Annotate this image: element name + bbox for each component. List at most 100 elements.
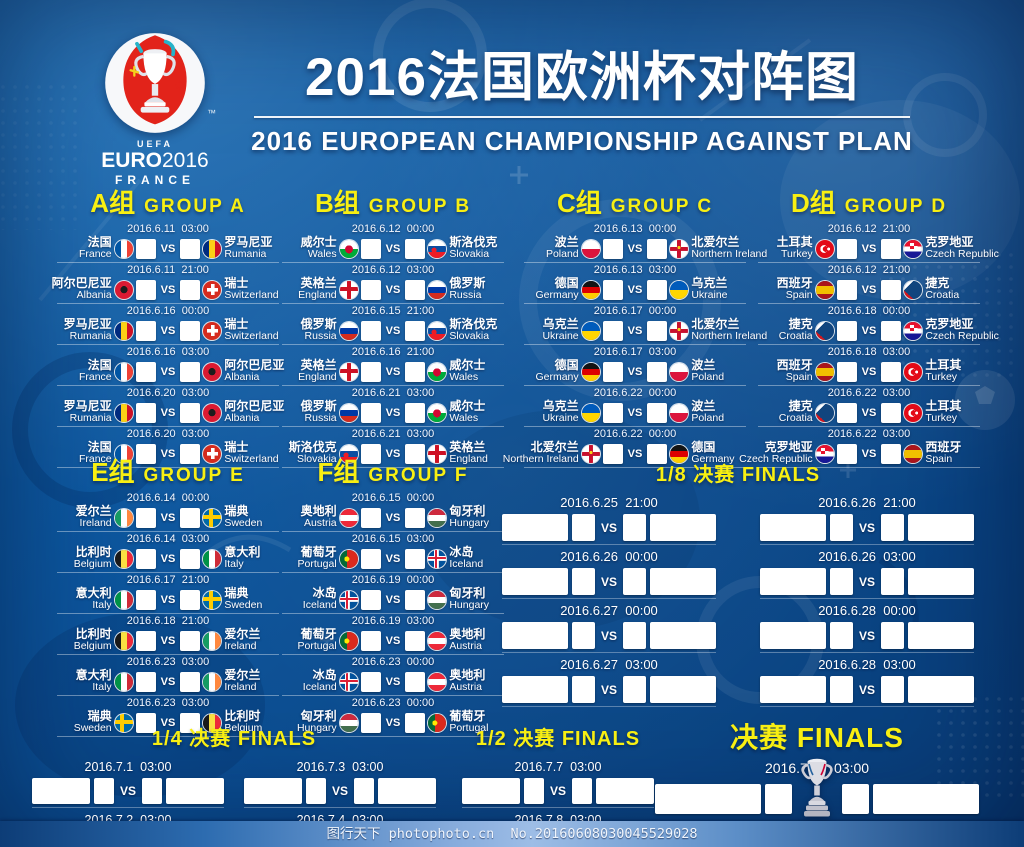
away-team-name-en: Slovakia — [449, 248, 490, 261]
away-score-box — [180, 548, 201, 569]
away-team-flag-icon — [670, 444, 689, 463]
vs-label: VS — [861, 365, 877, 378]
match-datetime: 2016.6.14 00:00 — [126, 492, 210, 504]
group-title-zh: F组 — [317, 457, 360, 487]
home-team-name-en: Rumania — [69, 412, 112, 425]
home-team-name-zh: 意大利 — [75, 586, 112, 601]
match-row: 2016.6.13 03:00 德国 Germany VS 乌克兰 Ukrain… — [524, 264, 746, 304]
away-team-name: 克罗地亚 Czech Republic — [925, 236, 999, 261]
away-team-flag-icon — [203, 321, 222, 340]
home-team-name-en: Germany — [535, 371, 579, 384]
away-team-name: 土耳其 Turkey — [925, 400, 981, 424]
home-team-name-en: Croatia — [778, 412, 813, 425]
home-team-name: 波兰 Poland — [523, 236, 579, 260]
away-team-name: 威尔士 Wales — [449, 359, 505, 383]
vs-label: VS — [160, 324, 176, 337]
away-team-name-zh: 斯洛伐克 — [449, 317, 498, 332]
match-row: 2016.6.22 03:00 克罗地亚 Czech Republic VS 西… — [739, 428, 980, 468]
match-teams: 英格兰 England VS 威尔士 Wales — [282, 359, 505, 383]
away-team-name-zh: 瑞士 — [224, 276, 249, 291]
home-team-name: 捷克 Croatia — [757, 318, 813, 342]
match-datetime: 2016.6.22 03:00 — [827, 428, 911, 440]
home-team-slot — [760, 622, 826, 649]
away-team-name: 葡萄牙 Portugal — [449, 710, 505, 734]
vs-label: VS — [861, 447, 877, 460]
home-team-name: 比利时 Belgium — [56, 628, 112, 652]
home-team-name: 法国 France — [56, 441, 112, 465]
logo-year: 2016 — [161, 149, 209, 172]
away-score-box — [647, 279, 668, 300]
vs-label: VS — [859, 628, 876, 643]
home-score-box — [836, 361, 857, 382]
away-team-name-zh: 土耳其 — [925, 399, 962, 414]
away-team-flag-icon — [203, 403, 222, 422]
away-team-name-en: Ireland — [224, 640, 257, 653]
home-score-box — [360, 507, 381, 528]
logo-uefa-text: UEFA — [136, 139, 173, 149]
away-team-flag-icon — [904, 239, 923, 258]
group-match-list: 2016.6.11 03:00 法国 France VS 罗马尼亚 Rumani… — [52, 223, 284, 468]
match-datetime: 2016.6.12 21:00 — [827, 223, 911, 235]
away-team-name-zh: 瑞典 — [224, 504, 249, 519]
vs-label: VS — [160, 242, 176, 255]
ko-match-datetime: 2016.7.3 03:00 — [296, 760, 384, 774]
away-team-name-en: Turkey — [925, 371, 958, 384]
away-score-box — [180, 671, 201, 692]
home-team-name: 斯洛伐克 Slovakia — [281, 441, 337, 465]
match-row: 2016.6.15 03:00 葡萄牙 Portugal VS 冰岛 Icela… — [282, 533, 504, 573]
home-score-box — [135, 630, 156, 651]
away-score-box — [647, 238, 668, 259]
home-team-name-en: Belgium — [73, 640, 112, 653]
knockout-match-row: 2016.6.26 03:00 VS — [760, 549, 975, 599]
match-datetime: 2016.6.19 03:00 — [351, 615, 435, 627]
home-team-name-en: Wales — [307, 248, 337, 261]
away-score-box — [405, 712, 426, 733]
group-title-en: GROUP D — [844, 196, 948, 217]
match-datetime: 2016.6.15 21:00 — [351, 305, 435, 317]
group-title-en: GROUP A — [144, 196, 246, 217]
vs-label: VS — [119, 784, 136, 798]
away-team-name-en: Czech Republic — [925, 248, 999, 261]
home-team-slot — [461, 778, 520, 804]
away-team-slot — [908, 568, 975, 595]
away-team-flag-icon — [428, 321, 447, 340]
away-score-box — [142, 778, 162, 804]
home-score-box — [135, 320, 156, 341]
ko-match-datetime: 2016.6.27 00:00 — [560, 603, 658, 618]
home-team-flag-icon — [339, 321, 358, 340]
home-score-box — [571, 676, 595, 703]
away-team-flag-icon — [428, 549, 447, 568]
away-score-box — [405, 630, 426, 651]
match-datetime: 2016.6.20 03:00 — [126, 387, 210, 399]
home-team-name-en: Germany — [535, 289, 579, 302]
match-teams: 乌克兰 Ukraine VS 北爱尔兰 Northern Ireland — [524, 318, 767, 342]
vs-label: VS — [160, 634, 176, 647]
home-team-slot — [655, 784, 761, 814]
home-team-name: 威尔士 Wales — [281, 236, 337, 260]
away-team-name-zh: 乌克兰 — [691, 276, 728, 291]
home-score-box — [135, 279, 156, 300]
vs-label: VS — [627, 283, 643, 296]
away-team-flag-icon — [428, 403, 447, 422]
away-score-box — [881, 514, 905, 541]
home-team-name: 匈牙利 Hungary — [281, 710, 337, 734]
match-teams: 比利时 Belgium VS 爱尔兰 Ireland — [56, 628, 279, 653]
match-teams: 法国 France VS 阿尔巴尼亚 Albania — [57, 358, 284, 383]
home-team-name-zh: 俄罗斯 — [300, 399, 337, 414]
away-team-flag-icon — [428, 362, 447, 381]
home-team-name-zh: 冰岛 — [312, 668, 337, 683]
home-team-name-zh: 法国 — [87, 358, 112, 373]
ko-slot-row: VS — [31, 778, 224, 804]
match-datetime: 2016.6.18 21:00 — [126, 615, 210, 627]
away-team-flag-icon — [904, 403, 923, 422]
euro2016-trophy-badge-icon — [105, 33, 205, 133]
ko-slot-row: VS — [461, 778, 654, 804]
match-datetime: 2016.6.13 03:00 — [593, 264, 677, 276]
knockout-match-row: 2016.7.7 03:00 VS — [461, 759, 654, 808]
match-teams: 匈牙利 Hungary VS 葡萄牙 Portugal — [281, 710, 505, 734]
match-row: 2016.6.17 03:00 德国 Germany VS 波兰 Poland — [524, 346, 746, 386]
away-score-box — [405, 548, 426, 569]
away-team-name: 土耳其 Turkey — [925, 359, 981, 383]
away-team-name-zh: 意大利 — [224, 545, 261, 560]
away-team-name-en: Sweden — [224, 517, 263, 530]
